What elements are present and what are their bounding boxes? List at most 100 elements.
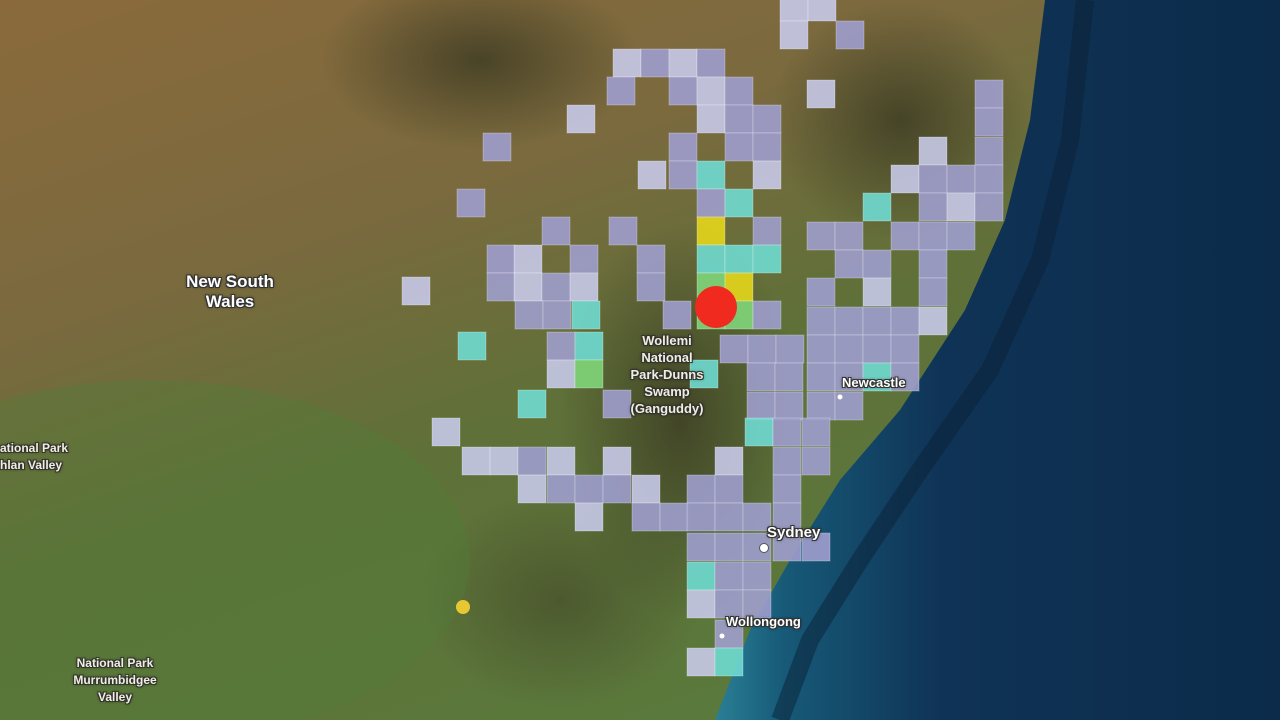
felt-report-cell[interactable] — [974, 164, 1004, 194]
felt-report-cell[interactable] — [747, 334, 777, 364]
felt-report-cell[interactable] — [513, 272, 543, 302]
felt-report-cell[interactable] — [779, 20, 809, 50]
felt-report-cell[interactable] — [517, 446, 547, 476]
felt-report-cell[interactable] — [714, 532, 744, 562]
felt-report-cell[interactable] — [806, 277, 836, 307]
felt-report-cell[interactable] — [724, 104, 754, 134]
felt-report-cell[interactable] — [461, 446, 491, 476]
felt-report-cell[interactable] — [482, 132, 512, 162]
felt-report-cell[interactable] — [752, 244, 782, 274]
felt-report-cell[interactable] — [834, 221, 864, 251]
felt-report-cell[interactable] — [696, 188, 726, 218]
felt-report-cell[interactable] — [636, 244, 666, 274]
felt-report-cell[interactable] — [746, 391, 776, 421]
felt-report-cell[interactable] — [772, 446, 802, 476]
felt-report-cell[interactable] — [742, 561, 772, 591]
felt-report-cell[interactable] — [772, 417, 802, 447]
epicentre-marker[interactable] — [695, 286, 737, 328]
felt-report-cell[interactable] — [918, 192, 948, 222]
felt-report-cell[interactable] — [668, 76, 698, 106]
felt-report-cell[interactable] — [806, 391, 836, 421]
felt-report-cell[interactable] — [806, 221, 836, 251]
felt-report-cell[interactable] — [541, 272, 571, 302]
felt-report-cell[interactable] — [574, 359, 604, 389]
felt-report-cell[interactable] — [806, 79, 836, 109]
felt-report-cell[interactable] — [696, 160, 726, 190]
felt-report-cell[interactable] — [774, 391, 804, 421]
felt-report-cell[interactable] — [686, 647, 716, 677]
felt-report-cell[interactable] — [946, 192, 976, 222]
felt-report-cell[interactable] — [946, 164, 976, 194]
felt-report-cell[interactable] — [752, 104, 782, 134]
felt-report-cell[interactable] — [974, 192, 1004, 222]
felt-report-cell[interactable] — [806, 334, 836, 364]
felt-report-cell[interactable] — [724, 132, 754, 162]
felt-report-cell[interactable] — [696, 244, 726, 274]
felt-report-cell[interactable] — [574, 331, 604, 361]
felt-report-cell[interactable] — [862, 192, 892, 222]
felt-report-cell[interactable] — [486, 244, 516, 274]
felt-report-cell[interactable] — [602, 389, 632, 419]
felt-report-cell[interactable] — [918, 164, 948, 194]
felt-report-cell[interactable] — [801, 532, 831, 562]
felt-report-cell[interactable] — [606, 76, 636, 106]
felt-report-cell[interactable] — [640, 48, 670, 78]
felt-report-cell[interactable] — [862, 306, 892, 336]
felt-report-cell[interactable] — [686, 561, 716, 591]
felt-report-cell[interactable] — [714, 619, 744, 649]
felt-report-cell[interactable] — [486, 272, 516, 302]
felt-report-cell[interactable] — [775, 334, 805, 364]
felt-report-cell[interactable] — [631, 474, 661, 504]
felt-report-cell[interactable] — [541, 216, 571, 246]
felt-report-cell[interactable] — [742, 502, 772, 532]
felt-report-cell[interactable] — [714, 561, 744, 591]
felt-report-cell[interactable] — [752, 132, 782, 162]
felt-report-cell[interactable] — [862, 249, 892, 279]
felt-report-cell[interactable] — [974, 136, 1004, 166]
felt-report-cell[interactable] — [918, 221, 948, 251]
felt-report-cell[interactable] — [636, 272, 666, 302]
felt-report-cell[interactable] — [686, 474, 716, 504]
felt-report-cell[interactable] — [724, 76, 754, 106]
felt-report-cell[interactable] — [724, 188, 754, 218]
felt-report-cell[interactable] — [807, 0, 837, 22]
felt-report-cell[interactable] — [890, 164, 920, 194]
felt-report-cell[interactable] — [918, 136, 948, 166]
felt-report-cell[interactable] — [662, 300, 692, 330]
felt-report-cell[interactable] — [686, 589, 716, 619]
felt-report-cell[interactable] — [637, 160, 667, 190]
felt-report-cell[interactable] — [696, 76, 726, 106]
felt-report-cell[interactable] — [974, 107, 1004, 137]
felt-report-cell[interactable] — [401, 276, 431, 306]
felt-report-cell[interactable] — [668, 48, 698, 78]
felt-report-cell[interactable] — [719, 334, 749, 364]
felt-report-cell[interactable] — [835, 20, 865, 50]
felt-report-cell[interactable] — [571, 300, 601, 330]
felt-report-cell[interactable] — [752, 160, 782, 190]
felt-report-cell[interactable] — [724, 244, 754, 274]
felt-report-cell[interactable] — [714, 474, 744, 504]
felt-report-cell[interactable] — [752, 300, 782, 330]
felt-report-cell[interactable] — [890, 362, 920, 392]
felt-report-cell[interactable] — [801, 417, 831, 447]
felt-report-cell[interactable] — [779, 0, 809, 22]
felt-report-cell[interactable] — [742, 589, 772, 619]
felt-report-cell[interactable] — [457, 331, 487, 361]
felt-report-cell[interactable] — [546, 474, 576, 504]
felt-report-cell[interactable] — [918, 306, 948, 336]
felt-report-cell[interactable] — [686, 502, 716, 532]
felt-report-cell[interactable] — [546, 446, 576, 476]
felt-report-cell[interactable] — [946, 221, 976, 251]
felt-report-cell[interactable] — [772, 532, 802, 562]
felt-report-cell[interactable] — [834, 249, 864, 279]
felt-report-cell[interactable] — [513, 244, 543, 274]
felt-report-cell[interactable] — [772, 474, 802, 504]
felt-report-cell[interactable] — [714, 446, 744, 476]
felt-report-cell[interactable] — [862, 277, 892, 307]
felt-report-cell[interactable] — [772, 502, 802, 532]
felt-report-cell[interactable] — [514, 300, 544, 330]
felt-report-cell[interactable] — [574, 502, 604, 532]
felt-report-cell[interactable] — [918, 277, 948, 307]
felt-report-cell[interactable] — [546, 331, 576, 361]
felt-report-cell[interactable] — [890, 334, 920, 364]
